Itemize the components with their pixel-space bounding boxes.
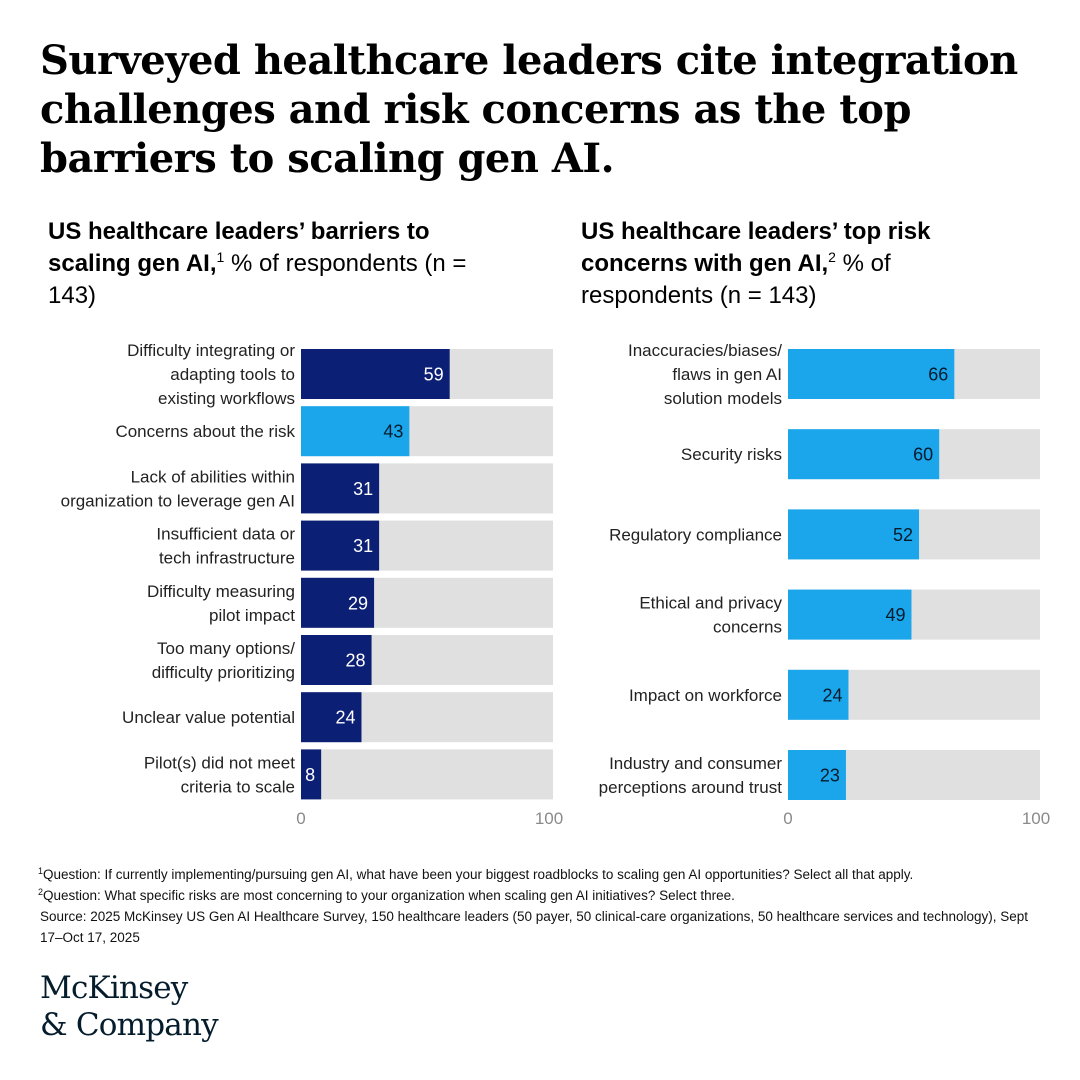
risks-2-bar [788,429,940,480]
barriers-7-value-label: 24 [335,708,355,728]
headline: Surveyed healthcare leaders cite integra… [40,37,1018,182]
risks-4-category-label: concerns [713,618,782,637]
barriers-8-bar-track [301,749,553,800]
barriers-7-category-label: Unclear value potential [122,708,295,727]
barriers-3-value-label: 31 [353,479,373,499]
risks-1-value-label: 66 [928,365,948,385]
barriers-6-category-label: difficulty prioritizing [152,663,295,682]
risks-5-value-label: 24 [822,685,842,705]
logo-line-1: McKinsey [40,970,188,1006]
risks-1-category-label: solution models [664,389,782,408]
footnote-2-text: Question: What specific risks are most c… [43,888,735,903]
source-note: Source: 2025 McKinsey US Gen AI Healthca… [40,909,1029,945]
barriers-x-tick-100: 100 [535,809,563,828]
risks-3-category-label: Regulatory compliance [609,525,782,544]
footnote-1: 1Question: If currently implementing/pur… [38,864,1048,885]
risks-3-bar [788,509,920,560]
left-title-bold: US healthcare leaders’ barriers to scali… [48,218,430,277]
barriers-5-category-label: pilot impact [209,606,295,625]
barriers-7-bar [301,692,362,743]
barriers-3-category-label: Lack of abilities within [131,467,295,486]
right-title-footnote-ref: 2 [828,249,836,265]
left-title-rest: % of respondents (n = 143) [48,250,467,309]
barriers-8-category-label: criteria to scale [181,777,295,796]
barriers-6-value-label: 28 [346,651,366,671]
risks-x-tick-100: 100 [1022,809,1050,828]
left-chart-title: US healthcare leaders’ barriers to scali… [48,216,488,312]
risks-6-category-label: Industry and consumer [609,754,782,773]
barriers-5-value-label: 29 [348,593,368,613]
risks-3-value-label: 52 [893,525,913,545]
barriers-1-category-label: existing workflows [158,389,295,408]
barriers-5-category-label: Difficulty measuring [147,582,295,601]
risks-6-bar [788,750,846,800]
risks-2-value-label: 60 [913,445,933,465]
left-title-footnote-ref: 1 [216,249,225,265]
risks-5-bar [788,669,849,720]
footnote-1-text: Question: If currently implementing/purs… [43,867,914,882]
barriers-2-value-label: 43 [383,422,403,442]
footnote-1-marker: 1 [38,866,44,876]
risks-6-category-label: perceptions around trust [599,778,783,797]
barriers-1-value-label: 59 [424,365,444,385]
risks-1-bar [788,349,955,399]
barriers-4-category-label: tech infrastructure [159,549,295,568]
barriers-8-bar [301,749,322,800]
barriers-1-category-label: Difficulty integrating or [127,341,295,360]
risks-2-category-label: Security risks [681,445,782,464]
barriers-3-category-label: organization to leverage gen AI [61,491,295,510]
right-title-bold: US healthcare leaders’ top risk concerns… [581,218,931,277]
barriers-6-bar [301,635,372,685]
mckinsey-logo: McKinsey & Company [40,970,219,1044]
barriers-4-bar [301,520,380,571]
barriers-2-category-label: Concerns about the risk [115,422,295,441]
risks-1-category-label: Inaccuracies/biases/ [628,341,782,360]
risks-5-category-label: Impact on workforce [629,686,782,705]
barriers-4-value-label: 31 [353,536,373,556]
right-title-rest: % of respondents (n = 143) [581,250,891,309]
risks-4-value-label: 49 [885,605,905,625]
risks-x-tick-0: 0 [783,809,792,828]
barriers-1-bar [301,349,450,399]
risks-4-bar [788,589,912,640]
barriers-3-bar [301,463,380,514]
barriers-1-category-label: adapting tools to [170,365,295,384]
risks-4-category-label: Ethical and privacy [639,594,782,613]
barriers-x-tick-0: 0 [296,809,305,828]
footnotes: 1Question: If currently implementing/pur… [38,864,1048,948]
risks-1-category-label: flaws in gen AI [672,365,782,384]
risks-6-value-label: 23 [820,766,840,786]
barriers-8-value-label: 8 [305,765,315,785]
right-chart-title: US healthcare leaders’ top risk concerns… [581,216,1021,312]
footnote-2-marker: 2 [38,887,44,897]
barriers-6-category-label: Too many options/ [157,639,295,658]
barriers-2-bar [301,406,410,457]
barriers-8-category-label: Pilot(s) did not meet [144,753,295,772]
barriers-4-category-label: Insufficient data or [156,525,295,544]
barriers-5-bar [301,577,375,628]
logo-line-2: & Company [40,1007,219,1043]
footnote-2: 2Question: What specific risks are most … [38,885,1048,906]
